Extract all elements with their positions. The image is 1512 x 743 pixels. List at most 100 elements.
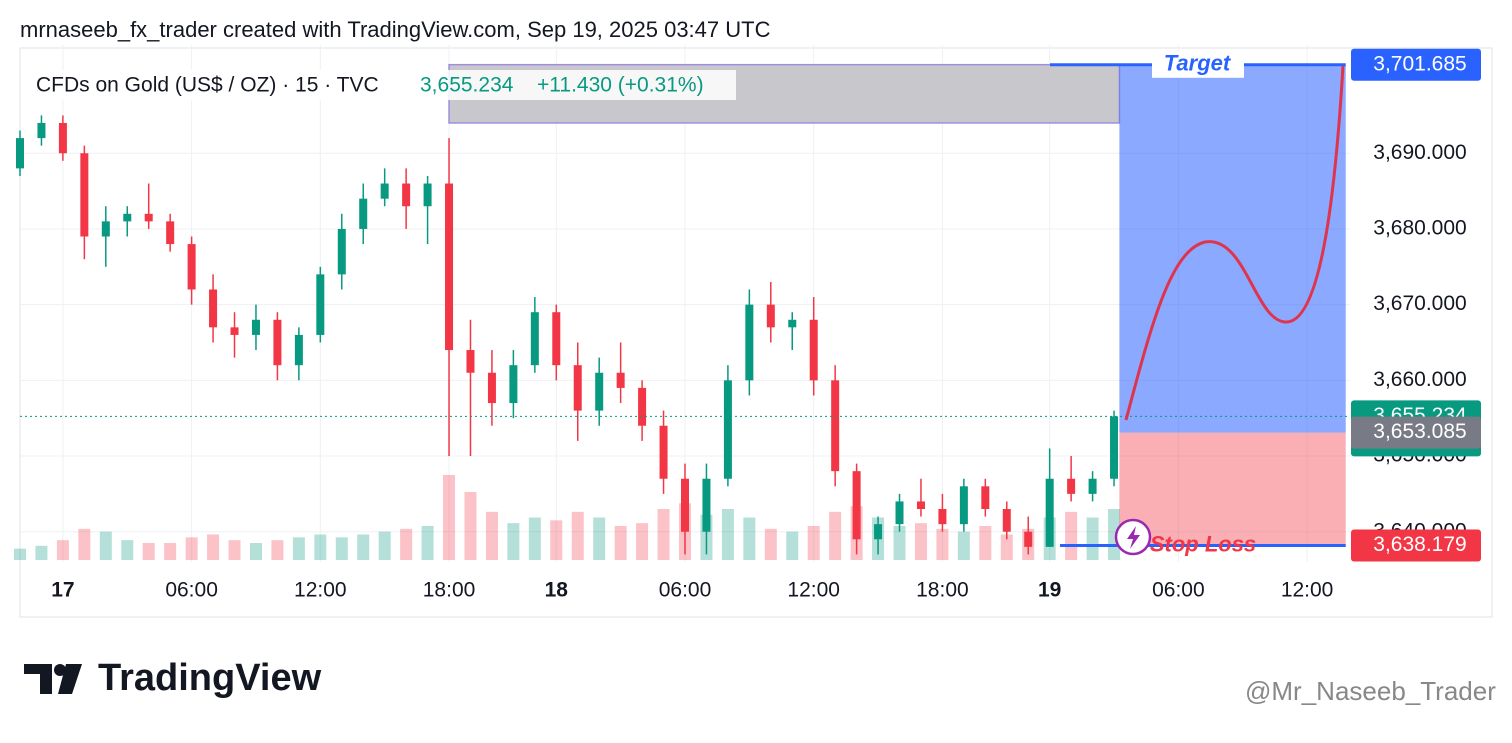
candle-body <box>916 501 925 510</box>
candle-body <box>681 478 689 532</box>
volume-bar <box>378 531 391 560</box>
volume-bar <box>357 534 370 560</box>
candle-body <box>1088 478 1097 494</box>
x-tick-label: 17 <box>51 579 74 602</box>
volume-bar <box>550 520 563 560</box>
volume-bar <box>207 534 220 560</box>
volume-bar <box>249 543 262 560</box>
legend-bg <box>26 70 736 100</box>
volume-bar <box>614 526 627 560</box>
candle-body <box>380 183 389 199</box>
volume-bar <box>936 528 949 560</box>
x-tick-label: 06:00 <box>165 579 218 602</box>
candle-body <box>530 312 539 366</box>
volume-bar <box>593 517 606 560</box>
candle-body <box>316 274 325 335</box>
legend-change: +11.430 (+0.31%) <box>537 74 704 97</box>
volume-bar <box>99 531 112 560</box>
candle-body <box>981 486 990 510</box>
price-label-bg <box>1351 48 1481 81</box>
candle-body <box>638 387 647 426</box>
axes: 3,640.0003,650.0003,660.0003,670.0003,68… <box>51 48 1481 602</box>
candle-body <box>766 304 775 328</box>
volume-bar <box>228 540 241 560</box>
volume-bar <box>807 526 820 560</box>
stop-zone <box>1119 432 1346 546</box>
volume-bar <box>1108 509 1121 560</box>
candle-body <box>187 244 196 290</box>
volume-bar <box>35 545 48 560</box>
volume-bar <box>979 526 992 560</box>
volume-bar <box>335 537 348 560</box>
header: mrnaseeb_fx_trader created with TradingV… <box>20 17 771 42</box>
price-label-bg <box>1351 529 1481 562</box>
candle-body <box>1045 478 1054 547</box>
candle-body <box>209 289 218 328</box>
volume-bar <box>292 537 305 560</box>
candle-body <box>123 213 132 222</box>
candle-body <box>573 365 582 411</box>
volume-bar <box>1000 534 1013 560</box>
volume-bar <box>764 528 777 560</box>
candle-body <box>745 304 754 381</box>
price-label: 3,638.179 <box>1373 533 1466 556</box>
candle-body <box>659 425 668 479</box>
candle-body <box>144 213 153 222</box>
candle-body <box>874 524 883 540</box>
x-tick-label: 18 <box>545 579 569 602</box>
stop-label: Stop Loss <box>1150 531 1256 556</box>
target-label-bg <box>1152 51 1244 78</box>
legend-title: CFDs on Gold (US$ / OZ) · 15 · TVC <box>36 74 379 97</box>
volume-bar <box>14 548 26 560</box>
brand: TradingView <box>98 657 322 699</box>
watermark: @Mr_Naseeb_Trader <box>1245 676 1496 706</box>
volume-bar <box>721 509 734 560</box>
frame <box>19 47 1493 618</box>
volume-bar <box>636 523 649 560</box>
candle-body <box>702 478 711 532</box>
target-zone <box>1119 64 1346 433</box>
candle-body <box>337 228 346 275</box>
candle-body <box>595 372 604 411</box>
volume-bar <box>271 540 284 560</box>
volume-bar <box>893 526 906 560</box>
price-label: 3,653.085 <box>1373 420 1466 443</box>
candle-body <box>80 153 89 237</box>
y-tick-label: 3,680.000 <box>1373 216 1466 239</box>
x-tick-label: 06:00 <box>659 579 712 602</box>
volume-bar <box>314 534 327 560</box>
y-tick-label: 3,690.000 <box>1373 141 1466 164</box>
candle-body <box>487 372 496 404</box>
candle-body <box>1024 531 1033 547</box>
candle-body <box>959 486 968 525</box>
candle-body <box>552 312 561 366</box>
candle-body <box>101 221 110 237</box>
y-tick-label: 3,660.000 <box>1373 368 1466 391</box>
candle-body <box>809 319 818 381</box>
candle-body <box>294 334 303 366</box>
volume-bar <box>829 511 842 560</box>
volume-bar <box>657 509 670 560</box>
volume-bar <box>421 526 434 560</box>
x-tick-label: 19 <box>1038 579 1061 602</box>
x-tick-label: 18:00 <box>916 579 969 602</box>
candle-body <box>509 365 518 404</box>
candle-body <box>402 183 411 207</box>
price-label: 3,701.685 <box>1373 52 1466 75</box>
volume-bar <box>571 511 584 560</box>
candle-body <box>359 198 368 229</box>
volume-bar <box>743 517 756 560</box>
x-tick-label: 06:00 <box>1152 579 1205 602</box>
candle-body <box>230 327 239 335</box>
volume-bar <box>1065 511 1078 560</box>
candle-body <box>251 319 260 335</box>
volume-bar <box>121 540 134 560</box>
volume-bar <box>142 543 155 560</box>
brand-logo <box>24 664 82 694</box>
candle-body <box>273 319 282 366</box>
candle-body <box>466 350 475 373</box>
x-tick-label: 18:00 <box>423 579 476 602</box>
x-tick-label: 12:00 <box>294 579 347 602</box>
legend-price: 3,655.234 <box>420 74 514 97</box>
